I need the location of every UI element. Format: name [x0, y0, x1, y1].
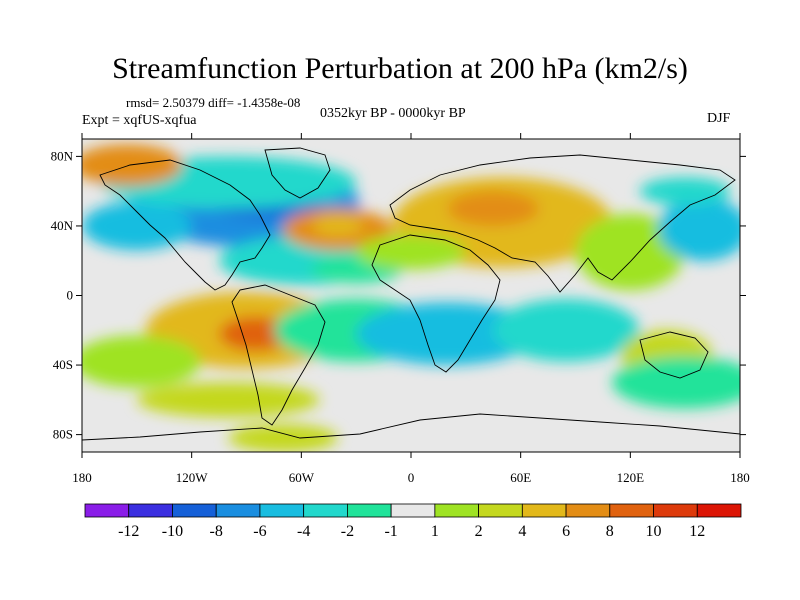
field-region-18	[82, 335, 201, 388]
field-region-21	[493, 298, 640, 362]
colorbar-swatch	[259, 503, 305, 518]
coastline-greenland	[264, 147, 331, 199]
colorbar-swatch	[128, 503, 173, 518]
colorbar-swatch	[653, 503, 698, 518]
colorbar-label: -12	[118, 523, 139, 540]
field-region-20	[356, 302, 539, 366]
colorbar-label: 2	[475, 523, 483, 540]
field-region-17	[219, 316, 293, 352]
colorbar-swatch	[390, 503, 436, 518]
colorbar-swatch	[478, 503, 523, 518]
field-region-8	[312, 215, 364, 237]
colorbar-label: -6	[253, 523, 266, 540]
colorbar-swatch	[565, 503, 611, 518]
y-tick-label: 80S	[53, 427, 73, 442]
colorbar-label: -8	[210, 523, 223, 540]
field-region-24	[136, 382, 320, 418]
longitude-axis: 180 120W 60W 0 60E 120E 180	[72, 133, 750, 485]
x-tick-label: 120E	[617, 470, 645, 485]
colorbar-label: 12	[689, 523, 705, 540]
x-tick-label: 0	[408, 470, 415, 485]
field-region-25	[228, 424, 338, 452]
field-region-6	[82, 144, 183, 186]
colorbar-swatch	[609, 503, 654, 518]
colorbar-swatch	[215, 503, 261, 518]
colorbar-swatch	[521, 503, 567, 518]
y-tick-label: 80N	[51, 148, 74, 163]
coastline-australia	[639, 331, 709, 379]
season-label: DJF	[707, 111, 731, 126]
colorbar-label: -2	[341, 523, 354, 540]
field-region-14	[639, 177, 731, 206]
colorbar-label: 4	[518, 523, 526, 540]
field-region-2	[82, 201, 192, 251]
field-region-10	[447, 191, 539, 226]
field-region-23	[612, 356, 740, 409]
coastline-antarctica	[82, 413, 740, 441]
colorbar-label: 1	[431, 523, 439, 540]
coastlines	[82, 147, 740, 441]
colorbar-label: -10	[162, 523, 183, 540]
x-tick-label: 180	[730, 470, 750, 485]
coastline-south-america	[231, 284, 326, 426]
x-tick-label: 60W	[289, 470, 315, 485]
x-tick-label: 180	[72, 470, 92, 485]
colorbar-label: 8	[606, 523, 614, 540]
colorbar-swatch	[434, 503, 480, 518]
latitude-axis: 80N 40N 0 40S 80S	[51, 148, 746, 442]
rmsd-diff-stats: rmsd= 2.50379 diff= -1.4358e-08	[126, 95, 301, 110]
coastline-eurasia	[389, 154, 736, 293]
y-tick-label: 40N	[51, 218, 74, 233]
y-tick-label: 40S	[53, 357, 73, 372]
colorbar-label: -4	[297, 523, 310, 540]
time-period-label: 0352kyr BP - 0000kyr BP	[320, 106, 466, 121]
colorbar-swatch	[696, 503, 742, 518]
page-title: Streamfunction Perturbation at 200 hPa (…	[112, 52, 688, 85]
colorbar-swatch	[346, 503, 392, 518]
coastline-north-america	[99, 159, 271, 291]
x-tick-label: 120W	[176, 470, 209, 485]
colorbar: -12 -10 -8 -6 -4 -2 -1 1 2 4 6 8 10 12	[84, 503, 742, 540]
x-tick-label: 60E	[510, 470, 531, 485]
colorbar-swatch	[303, 503, 348, 518]
y-tick-label: 0	[67, 288, 74, 303]
colorbar-label: -1	[384, 523, 397, 540]
colorbar-label: 10	[646, 523, 662, 540]
field-region-13	[657, 198, 740, 261]
colorbar-swatch	[84, 503, 130, 518]
experiment-label: Expt = xqfUS-xqfua	[82, 113, 197, 128]
colorbar-swatch	[172, 503, 217, 518]
colorbar-label: 6	[562, 523, 570, 540]
coastline-africa	[371, 234, 501, 373]
